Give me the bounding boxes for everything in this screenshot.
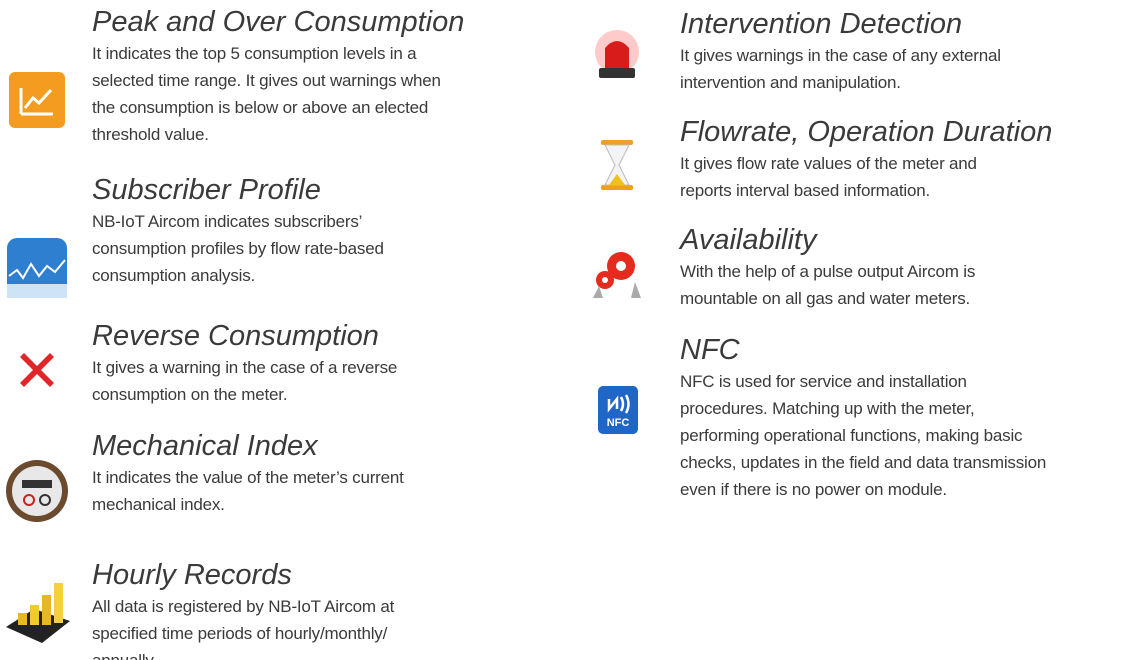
feature-description: It gives a warning in the case of a reve… (92, 354, 532, 381)
feature-description: mountable on all gas and water meters. (680, 285, 1120, 312)
feature-description: checks, updates in the field and data tr… (680, 449, 1120, 476)
feature-description: With the help of a pulse output Aircom i… (680, 258, 1120, 285)
feature-description: It gives flow rate values of the meter a… (680, 150, 1120, 177)
feature-description: consumption analysis. (92, 262, 532, 289)
feature-description: threshold value. (92, 121, 532, 148)
feature-description: performing operational functions, making… (680, 422, 1120, 449)
graph-icon (5, 236, 69, 300)
feature-description: All data is registered by NB-IoT Aircom … (92, 593, 532, 620)
svg-text:NFC: NFC (607, 417, 630, 429)
feature-description: procedures. Matching up with the meter, (680, 395, 1120, 422)
feature-description: consumption profiles by flow rate-based (92, 235, 532, 262)
feature-title: Subscriber Profile (92, 172, 532, 208)
feature-title: Peak and Over Consumption (92, 4, 532, 40)
feature-title: Availability (680, 222, 1120, 258)
feature-description: annually. (92, 647, 532, 660)
feature-title: Hourly Records (92, 557, 532, 593)
alarm-icon (587, 28, 647, 84)
feature-title: Mechanical Index (92, 428, 532, 464)
feature-description: consumption on the meter. (92, 381, 532, 408)
feature-title: Reverse Consumption (92, 318, 532, 354)
hourglass-icon (597, 138, 637, 192)
feature-title: Flowrate, Operation Duration (680, 114, 1120, 150)
nfc-icon: NFC (597, 385, 639, 435)
cross-icon (12, 345, 62, 395)
feature-description: NFC is used for service and installation (680, 368, 1120, 395)
feature-description: It gives warnings in the case of any ext… (680, 42, 1120, 69)
feature-title: Intervention Detection (680, 6, 1120, 42)
feature-description: It indicates the value of the meter’s cu… (92, 464, 532, 491)
feature-description: even if there is no power on module. (680, 476, 1120, 503)
page: NFC Peak and Over ConsumptionIt indicate… (0, 0, 1125, 660)
gears-icon (587, 248, 647, 300)
feature-description: NB-IoT Aircom indicates subscribers’ (92, 208, 532, 235)
meter-icon (4, 458, 70, 524)
feature-description: the consumption is below or above an ele… (92, 94, 532, 121)
chart-icon (7, 70, 67, 130)
feature-description: selected time range. It gives out warnin… (92, 67, 532, 94)
bars-icon (2, 575, 72, 645)
feature-description: It indicates the top 5 consumption level… (92, 40, 532, 67)
feature-description: intervention and manipulation. (680, 69, 1120, 96)
feature-description: specified time periods of hourly/monthly… (92, 620, 532, 647)
feature-title: NFC (680, 332, 1120, 368)
feature-description: mechanical index. (92, 491, 532, 518)
feature-description: reports interval based information. (680, 177, 1120, 204)
